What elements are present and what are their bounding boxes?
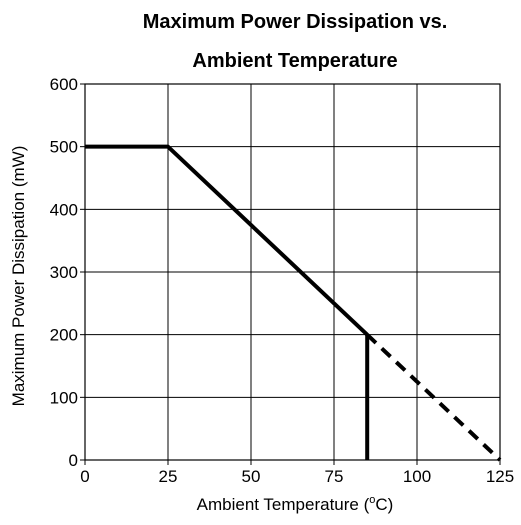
x-axis-label: Ambient Temperature (oC) [197, 494, 394, 514]
x-axis-label-suffix: C) [375, 495, 393, 514]
x-tick-label: 75 [325, 467, 344, 486]
x-tick-label: 50 [242, 467, 261, 486]
y-tick-label: 500 [50, 138, 78, 157]
tick-labels: 0 25 50 75 100 125 0 100 200 300 400 500 600 [50, 75, 515, 486]
grid [84, 83, 501, 461]
x-tick-label: 125 [486, 467, 514, 486]
y-tick-label: 200 [50, 326, 78, 345]
chart-title-line1: Maximum Power Dissipation vs. [143, 11, 448, 33]
x-tick-label: 25 [159, 467, 178, 486]
derating-line-dashed [365, 333, 502, 462]
y-tick-label: 100 [50, 388, 78, 407]
chart-title-line2: Ambient Temperature [192, 50, 397, 72]
y-tick-label: 400 [50, 200, 78, 219]
data-series [85, 144, 502, 462]
y-tick-label: 600 [50, 75, 78, 94]
derating-line-solid-0 [85, 144, 369, 337]
x-axis-label-prefix: Ambient Temperature ( [197, 495, 370, 514]
x-tick-label: 100 [403, 467, 431, 486]
y-tick-label: 300 [50, 263, 78, 282]
y-tick-label: 0 [69, 451, 78, 470]
x-axis-label-degree: o [369, 494, 375, 506]
x-tick-label: 0 [80, 467, 89, 486]
y-axis-label: Maximum Power Dissipation (mW) [9, 146, 28, 407]
